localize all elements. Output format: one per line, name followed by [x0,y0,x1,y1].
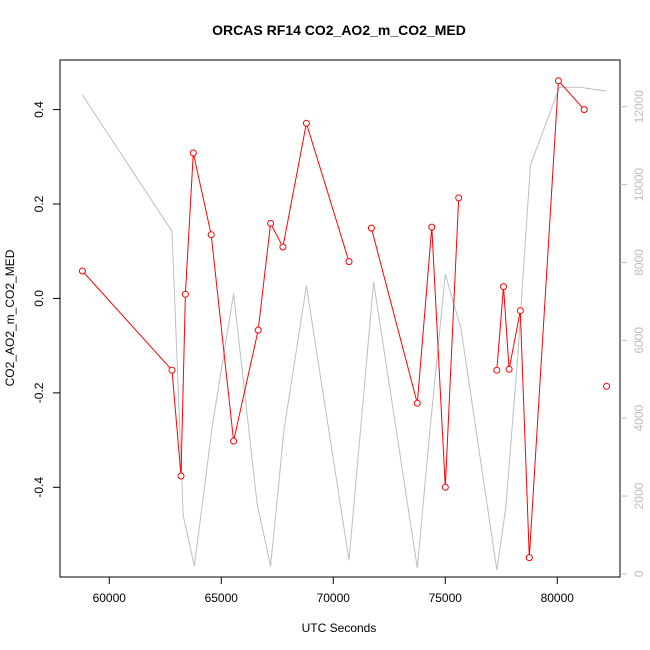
y-axis-label: CO2_AO2_m_CO2_MED [3,249,17,386]
data-point-20 [516,307,524,315]
x-tick-label-60000: 60000 [93,591,127,605]
y-tick-label-2: 0.0 [32,290,46,307]
data-point-13 [413,399,421,407]
data-point-4 [189,149,197,157]
chart-title: ORCAS RF14 CO2_AO2_m_CO2_MED [212,22,466,38]
data-point-21 [525,554,533,562]
data-point-16 [455,194,463,202]
data-point-15 [441,483,449,491]
data-point-24 [603,382,611,390]
data-point-8 [267,219,275,227]
data-point-10 [302,119,310,127]
x-tick-label-80000: 80000 [541,591,575,605]
x-axis-label: UTC Seconds [302,621,377,635]
data-point-18 [500,283,507,291]
y-tick-label-1: -0.2 [32,382,46,403]
data-point-11 [345,258,353,266]
data-point-6 [230,437,238,445]
y-tick-label-3: 0.2 [32,195,46,212]
data-point-22 [554,77,562,85]
data-point-7 [254,326,262,334]
series-line-primary-segment-0 [82,123,350,477]
x-tick-label-65000: 65000 [205,591,239,605]
y2-tick-label-1: 2000 [632,482,646,509]
y2-tick-label-3: 6000 [632,327,646,354]
y-tick-label-0: -0.4 [32,477,46,498]
x-tick-label-75000: 75000 [429,591,463,605]
data-point-12 [367,224,375,232]
y-tick-label-4: 0.4 [32,101,46,118]
data-point-2 [177,472,185,480]
data-point-5 [207,231,215,239]
y2-tick-label-6: 12000 [632,90,646,124]
y2-tick-label-0: 0 [632,570,646,577]
data-point-1 [168,366,176,374]
y2-tick-label-5: 10000 [632,168,646,202]
data-point-9 [279,243,287,251]
data-point-3 [181,290,189,298]
data-point-23 [580,106,588,114]
data-point-19 [505,365,513,373]
y2-tick-label-2: 4000 [632,404,646,431]
series-line-secondary [81,86,607,571]
y2-tick-label-4: 8000 [632,249,646,276]
plot-area: 60000 65000 70000 75000 80000-0.4-0.20.00.20… [32,59,646,605]
data-point-0 [78,267,86,275]
data-point-17 [493,366,501,374]
x-tick-label-70000: 70000 [317,591,351,605]
data-point-14 [428,223,436,231]
